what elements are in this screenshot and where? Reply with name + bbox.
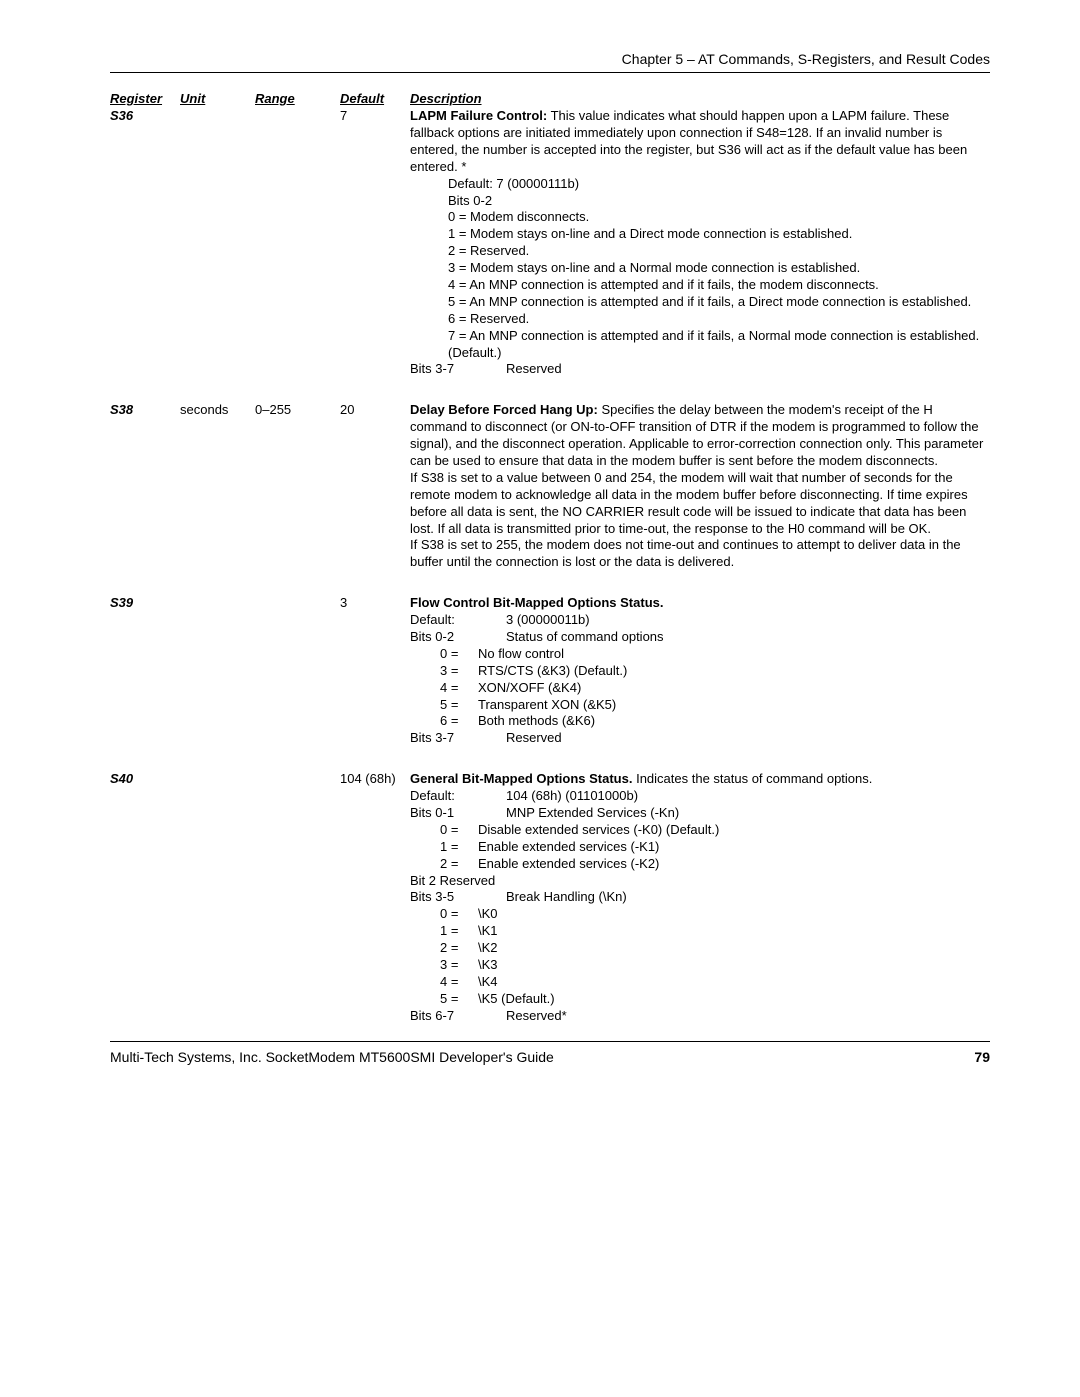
hdr-unit: Unit — [180, 91, 205, 106]
top-rule — [110, 72, 990, 73]
row-s40: S40 104 (68h) General Bit-Mapped Options… — [110, 771, 990, 1024]
s39-r3k: 3 = — [440, 663, 478, 680]
page-footer: Multi-Tech Systems, Inc. SocketModem MT5… — [110, 1048, 990, 1066]
s36-default-line: Default: 7 (00000111b) — [448, 176, 990, 193]
s40-k1v: \K1 — [478, 923, 498, 940]
hdr-register: Register — [110, 91, 162, 106]
s40-b35-k: Bits 3-5 — [410, 889, 506, 906]
s40-b01-k: Bits 0-1 — [410, 805, 506, 822]
s36-desc: LAPM Failure Control: This value indicat… — [410, 108, 990, 378]
s40-k0v: \K0 — [478, 906, 498, 923]
header-row: Register Unit Range Default Description — [110, 91, 990, 108]
s38-default: 20 — [340, 402, 410, 571]
s38-range: 0–255 — [255, 402, 340, 571]
s40-reg: S40 — [110, 771, 133, 786]
s40-k1k: 1 = — [440, 923, 478, 940]
s40-bit2: Bit 2 Reserved — [410, 873, 990, 890]
s36-v7: 7 = An MNP connection is attempted and i… — [448, 328, 990, 362]
hdr-range: Range — [255, 91, 295, 106]
footer-text: Multi-Tech Systems, Inc. SocketModem MT5… — [110, 1048, 554, 1066]
s40-r2v: Enable extended services (-K2) — [478, 856, 659, 873]
s40-b67-v: Reserved* — [506, 1008, 567, 1025]
s40-k4k: 4 = — [440, 974, 478, 991]
s40-k5v: \K5 (Default.) — [478, 991, 555, 1008]
s36-title: LAPM Failure Control: — [410, 108, 547, 123]
s36-v2: 2 = Reserved. — [448, 243, 990, 260]
s40-desc: General Bit-Mapped Options Status. Indic… — [410, 771, 990, 1024]
s39-r3v: RTS/CTS (&K3) (Default.) — [478, 663, 627, 680]
s40-r0k: 0 = — [440, 822, 478, 839]
s40-r0v: Disable extended services (-K0) (Default… — [478, 822, 719, 839]
s39-r6k: 6 = — [440, 713, 478, 730]
s36-v4: 4 = An MNP connection is attempted and i… — [448, 277, 990, 294]
s38-p3: If S38 is set to 255, the modem does not… — [410, 537, 990, 571]
s40-def-k: Default: — [410, 788, 506, 805]
s39-reg: S39 — [110, 595, 133, 610]
s40-tail: Indicates the status of command options. — [632, 771, 872, 786]
s36-v3: 3 = Modem stays on-line and a Normal mod… — [448, 260, 990, 277]
s39-b37-k: Bits 3-7 — [410, 730, 506, 747]
s39-b02-k: Bits 0-2 — [410, 629, 506, 646]
s40-r1v: Enable extended services (-K1) — [478, 839, 659, 856]
s38-title: Delay Before Forced Hang Up: — [410, 402, 598, 417]
s40-k0k: 0 = — [440, 906, 478, 923]
s39-r5v: Transparent XON (&K5) — [478, 697, 616, 714]
s39-def-v: 3 (00000011b) — [506, 612, 590, 629]
s40-default: 104 (68h) — [340, 771, 410, 1024]
row-s39: S39 3 Flow Control Bit-Mapped Options St… — [110, 595, 990, 747]
chapter-title: Chapter 5 – AT Commands, S-Registers, an… — [110, 50, 990, 68]
s40-b01-v: MNP Extended Services (-Kn) — [506, 805, 679, 822]
s40-k3k: 3 = — [440, 957, 478, 974]
s39-b37-v: Reserved — [506, 730, 562, 747]
s40-b67-k: Bits 6-7 — [410, 1008, 506, 1025]
s36-v6: 6 = Reserved. — [448, 311, 990, 328]
s40-k5k: 5 = — [440, 991, 478, 1008]
s40-k2k: 2 = — [440, 940, 478, 957]
s39-r6v: Both methods (&K6) — [478, 713, 595, 730]
s39-r0k: 0 = — [440, 646, 478, 663]
s38-p2: If S38 is set to a value between 0 and 2… — [410, 470, 990, 538]
s39-b02-v: Status of command options — [506, 629, 664, 646]
s36-v5: 5 = An MNP connection is attempted and i… — [448, 294, 990, 311]
s40-k2v: \K2 — [478, 940, 498, 957]
s36-v0: 0 = Modem disconnects. — [448, 209, 990, 226]
s40-r2k: 2 = — [440, 856, 478, 873]
s39-desc: Flow Control Bit-Mapped Options Status. … — [410, 595, 990, 747]
s36-v1: 1 = Modem stays on-line and a Direct mod… — [448, 226, 990, 243]
page-number: 79 — [974, 1048, 990, 1066]
s38-reg: S38 — [110, 402, 133, 417]
s40-r1k: 1 = — [440, 839, 478, 856]
s40-k4v: \K4 — [478, 974, 498, 991]
s39-title: Flow Control Bit-Mapped Options Status. — [410, 595, 990, 612]
register-table: Register Unit Range Default Description … — [110, 91, 990, 1024]
row-s36: S36 7 LAPM Failure Control: This value i… — [110, 108, 990, 378]
s39-r4v: XON/XOFF (&K4) — [478, 680, 581, 697]
bottom-rule — [110, 1041, 990, 1042]
hdr-description: Description — [410, 91, 482, 106]
s38-unit: seconds — [180, 402, 255, 571]
s36-unit — [180, 108, 255, 378]
s36-bits02: Bits 0-2 — [448, 193, 990, 210]
hdr-default: Default — [340, 91, 384, 106]
s39-r4k: 4 = — [440, 680, 478, 697]
s39-r0v: No flow control — [478, 646, 564, 663]
s36-range — [255, 108, 340, 378]
s39-default: 3 — [340, 595, 410, 747]
s40-k3v: \K3 — [478, 957, 498, 974]
s36-default: 7 — [340, 108, 410, 378]
row-s38: S38 seconds 0–255 20 Delay Before Forced… — [110, 402, 990, 571]
s39-def-k: Default: — [410, 612, 506, 629]
s40-b35-v: Break Handling (\Kn) — [506, 889, 627, 906]
s40-title: General Bit-Mapped Options Status. — [410, 771, 632, 786]
s36-bits37v: Reserved — [506, 361, 562, 376]
s36-reg: S36 — [110, 108, 133, 123]
s38-desc: Delay Before Forced Hang Up: Specifies t… — [410, 402, 990, 571]
s36-bits37: Bits 3-7 — [410, 361, 506, 378]
s40-def-v: 104 (68h) (01101000b) — [506, 788, 638, 805]
s39-r5k: 5 = — [440, 697, 478, 714]
